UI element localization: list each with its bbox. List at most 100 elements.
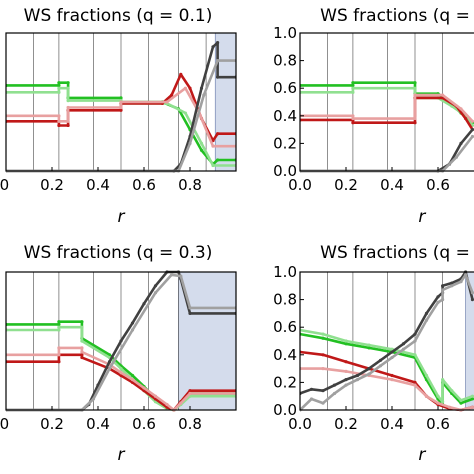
series-gray-point xyxy=(470,291,474,295)
series-gray-point xyxy=(441,288,445,292)
series-black-point xyxy=(413,332,417,336)
x-tick-label: 0.8 xyxy=(178,176,202,194)
series-black-point xyxy=(355,373,360,378)
series-red-point xyxy=(413,380,417,384)
series-gray-point xyxy=(332,391,337,396)
y-tick-label: 0.4 xyxy=(273,346,297,364)
series-pink-point xyxy=(80,350,84,354)
series-lightgreen-point xyxy=(441,400,445,404)
x-tick-label: .0 xyxy=(0,176,9,194)
series-pink-point xyxy=(321,367,325,371)
series-black-point xyxy=(367,367,371,371)
series-red-point xyxy=(119,373,123,378)
series-pink-point xyxy=(188,391,192,396)
series-black-point xyxy=(199,86,204,90)
series-black-point xyxy=(441,284,445,288)
series-lightgreen-point xyxy=(199,141,204,145)
series-green-point xyxy=(119,96,123,100)
series-lightgreen-point xyxy=(57,328,61,332)
series-gray-point xyxy=(436,300,440,304)
series-gray-point xyxy=(309,397,314,401)
series-green-point xyxy=(80,320,84,324)
series-pink-point xyxy=(165,402,169,407)
series-pink-point xyxy=(80,346,84,350)
series-pink-point xyxy=(413,383,417,387)
series-lightgreen-point xyxy=(450,389,454,393)
y-tick-label: 1.0 xyxy=(273,263,297,281)
panel-frame-1 xyxy=(5,32,237,172)
series-black-point xyxy=(424,311,429,315)
series-lightgreen-point xyxy=(211,163,215,168)
series-gray-point xyxy=(390,355,394,360)
series-gray-point xyxy=(179,274,183,278)
series-pink-point xyxy=(57,353,61,357)
series-black-point xyxy=(378,358,383,362)
series-pink-point xyxy=(436,401,440,405)
series-pink-point xyxy=(119,105,123,110)
series-black-point xyxy=(188,311,192,315)
series-gray-point xyxy=(470,134,474,139)
series-gray-point xyxy=(91,397,95,401)
series-black-point xyxy=(96,383,100,387)
series-red-point xyxy=(390,373,394,378)
series-gray-point xyxy=(424,318,429,322)
x-tick-label: 0.4 xyxy=(86,415,110,433)
y-tick-label: 0.2 xyxy=(273,134,297,152)
series-green-point xyxy=(459,401,463,405)
series-pink-point xyxy=(57,119,61,123)
x-tick-label: 0.8 xyxy=(178,415,202,433)
series-lightgreen-point xyxy=(441,378,445,382)
series-black-point xyxy=(459,141,463,145)
series-red-point xyxy=(57,123,61,128)
y-tick-label: 0.8 xyxy=(273,52,297,70)
series-gray-point xyxy=(107,367,112,371)
series-pink-point xyxy=(66,105,70,110)
series-green-point xyxy=(344,342,348,346)
series-gray-point xyxy=(321,401,325,405)
y-tick-label: 0.8 xyxy=(273,291,297,309)
x-tick-label: 0.4 xyxy=(86,176,110,194)
series-black-point xyxy=(211,45,215,49)
series-black-point xyxy=(216,75,220,79)
series-lightgreen-point xyxy=(351,90,355,94)
series-pink-point xyxy=(344,369,348,373)
series-lightgreen-point xyxy=(321,332,325,336)
series-red-point xyxy=(170,93,174,97)
series-lightgreen-point xyxy=(66,86,70,90)
series-gray-point xyxy=(464,273,468,277)
series-lightgreen-point xyxy=(183,111,187,115)
series-black-point xyxy=(401,342,406,346)
series-green-point xyxy=(321,336,325,340)
series-gray-point xyxy=(355,378,360,382)
series-lightgreen-point xyxy=(367,343,371,347)
panel-frame-4 xyxy=(299,271,474,411)
panel-title-2: WS fractions (q = xyxy=(320,6,470,26)
series-lightgreen-point xyxy=(57,86,61,90)
series-black-line xyxy=(300,128,474,173)
x-tick-label: .0 xyxy=(0,415,9,433)
series-black-point xyxy=(450,281,454,285)
series-black-point xyxy=(119,339,123,343)
series-red-point xyxy=(216,132,220,136)
series-pink-point xyxy=(447,405,452,409)
series-red-point xyxy=(179,72,183,76)
series-gray-point xyxy=(413,339,417,343)
panel-frame-3 xyxy=(5,271,237,411)
series-pink-point xyxy=(66,119,70,123)
series-red-point xyxy=(188,389,192,393)
series-green-point xyxy=(66,81,70,85)
series-pink-point xyxy=(390,378,394,382)
panel-2 xyxy=(300,33,474,173)
series-gray-point xyxy=(188,306,192,310)
series-green-point xyxy=(351,81,355,85)
series-black-point xyxy=(470,298,474,302)
series-black-point xyxy=(309,387,314,391)
series-green-point xyxy=(367,346,371,350)
panel-3 xyxy=(6,270,236,412)
panel-title-3: WS fractions (q = 0.3) xyxy=(24,243,213,263)
x-tick-label: 0.4 xyxy=(380,415,404,433)
x-axis-label: r xyxy=(118,445,126,465)
series-pink-point xyxy=(459,107,463,111)
series-pink-point xyxy=(470,405,474,409)
